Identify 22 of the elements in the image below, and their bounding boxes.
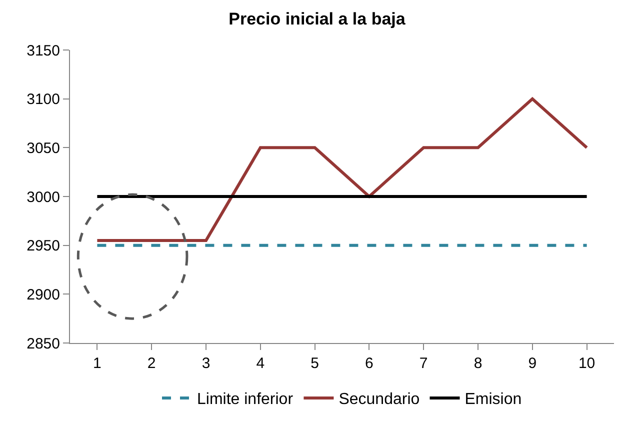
x-tick-label: 5 — [310, 355, 319, 372]
x-tick-label: 10 — [578, 355, 596, 372]
x-tick-label: 8 — [474, 355, 482, 372]
x-tick-label: 2 — [147, 355, 156, 372]
x-tick-label: 9 — [528, 355, 537, 372]
y-tick-label: 3000 — [26, 188, 60, 206]
x-tick-label: 6 — [365, 355, 374, 372]
x-tick-label: 4 — [256, 355, 265, 372]
y-tick-label: 3050 — [26, 140, 60, 157]
x-tick-label: 7 — [419, 355, 428, 372]
x-tick-label: 3 — [202, 355, 210, 372]
legend-label: Secundario — [338, 391, 420, 408]
y-tick-label: 3100 — [26, 91, 60, 108]
y-tick-label: 3150 — [26, 42, 60, 60]
y-tick-label: 2850 — [26, 335, 60, 352]
legend-label: Limite inferior — [197, 391, 294, 408]
legend-label: Emision — [464, 391, 522, 408]
line-series — [96, 97, 588, 242]
y-tick-label: 2950 — [26, 238, 60, 255]
y-tick-label: 2900 — [26, 286, 60, 304]
x-tick-label: 1 — [93, 355, 102, 372]
chart-title: Precio inicial a la baja — [228, 10, 406, 29]
